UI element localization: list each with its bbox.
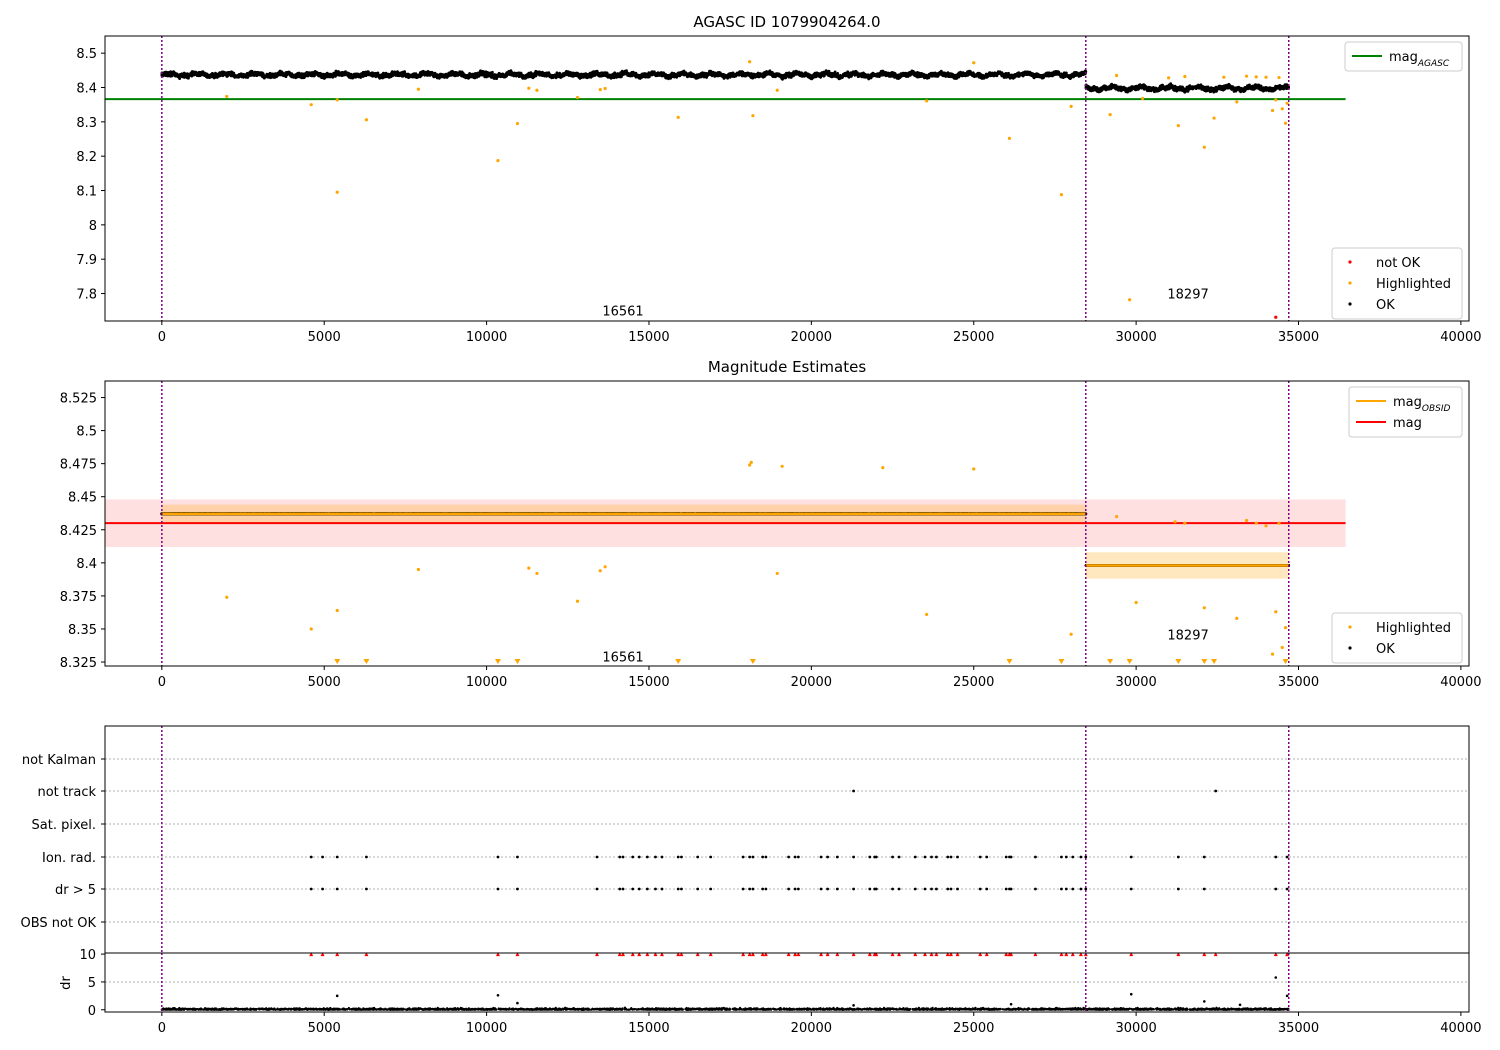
ok-point: [729, 72, 733, 75]
ok-point: [613, 71, 617, 75]
ok-series: [160, 69, 1290, 94]
ok-point: [582, 75, 585, 79]
magnitude-estimates-title: Magnitude Estimates: [708, 358, 866, 376]
chart-title: AGASC ID 1079904264.0: [693, 13, 880, 31]
